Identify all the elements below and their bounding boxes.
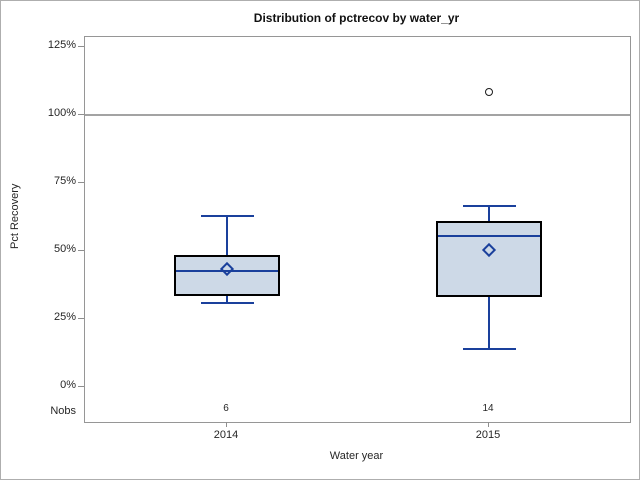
nobs-row-label: Nobs: [50, 405, 76, 417]
box-rect: [436, 221, 542, 298]
plot-area: [84, 36, 631, 423]
y-tick-label: 0%: [60, 379, 76, 391]
y-axis-title: Pct Recovery: [9, 183, 21, 249]
y-tick-label: 75%: [53, 175, 76, 187]
x-tick-label: 2015: [475, 429, 501, 441]
median-line: [438, 235, 540, 238]
x-axis-title: Water year: [329, 450, 384, 462]
outlier-point: [485, 87, 493, 96]
whisker-cap-upper: [200, 214, 254, 217]
whisker-line-upper: [226, 215, 228, 256]
y-tick-label: 50%: [53, 243, 76, 255]
whisker-cap-lower: [200, 301, 254, 304]
chart-title: Distribution of pctrecov by water_yr: [253, 11, 460, 25]
whisker-cap-upper: [462, 205, 516, 208]
median-line: [176, 270, 278, 273]
whisker-line-lower: [488, 297, 490, 349]
whisker-cap-lower: [462, 347, 516, 350]
reference-line: [85, 114, 630, 116]
whisker-line-upper: [488, 206, 490, 222]
y-tick-label: 125%: [47, 39, 76, 51]
y-tick-label: 100%: [47, 107, 76, 119]
y-tick-label: 25%: [53, 311, 76, 323]
whisker-line-lower: [226, 295, 228, 303]
x-tick-label: 2014: [213, 429, 239, 441]
box-rect: [174, 255, 280, 296]
